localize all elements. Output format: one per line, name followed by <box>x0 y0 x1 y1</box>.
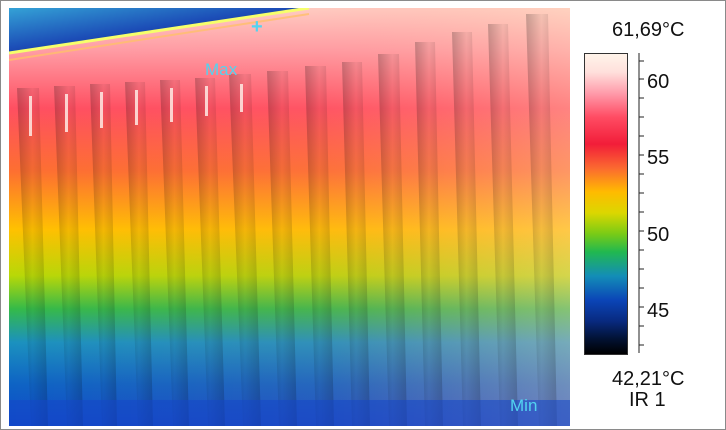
image-source-label: IR 1 <box>629 389 666 411</box>
colorbar-tick-60: 60 <box>647 71 670 93</box>
thermal-image[interactable]: + Max Min <box>9 8 570 426</box>
colorbar-ticks <box>638 53 644 353</box>
radiator-fins <box>17 14 557 426</box>
scale-max-value: 61,69°C <box>612 19 685 41</box>
thermal-heatmap <box>9 8 570 426</box>
max-point-crosshair: + <box>251 16 263 38</box>
bottom-cold-band <box>9 400 570 426</box>
colorbar-tick-55: 55 <box>647 147 670 169</box>
colorbar-tick-50: 50 <box>647 224 670 246</box>
min-marker-label: Min <box>510 396 538 415</box>
scale-min-value: 42,21°C <box>612 368 685 390</box>
colorbar-tick-45: 45 <box>647 300 670 322</box>
edge-line <box>9 8 310 55</box>
edge-glow <box>9 13 310 61</box>
temperature-colorbar <box>584 53 628 355</box>
hot-fin-tips <box>29 84 243 136</box>
max-marker-label: Max <box>205 60 238 79</box>
